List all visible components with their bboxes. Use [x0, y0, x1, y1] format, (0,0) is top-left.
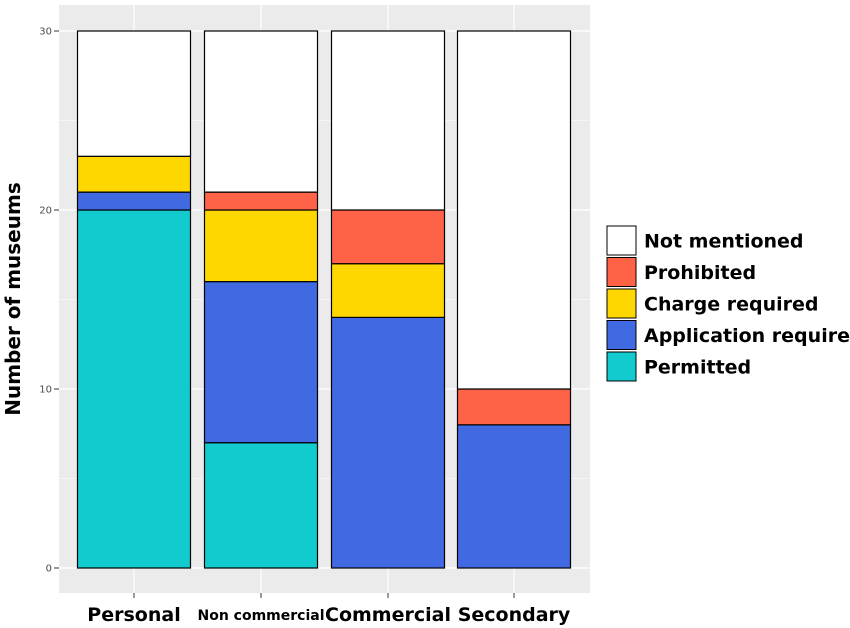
bars — [76, 30, 572, 569]
bar-segment-prohibited — [456, 388, 572, 426]
legend: Not mentioned Prohibited Charge required Ap… — [606, 225, 850, 382]
x-axis: Personal Non commercial Commercial Secondar… — [87, 593, 571, 626]
bar-segment-application-required — [203, 281, 319, 444]
bar-segment-application-required — [76, 191, 192, 211]
y-tick-label: 30 — [39, 27, 52, 38]
legend-label: Not mentioned — [644, 231, 804, 253]
legend-label: Charge required — [644, 294, 819, 316]
bar-segment-not-mentioned — [76, 30, 192, 157]
legend-label: Permitted — [644, 357, 751, 379]
bar-segment-not-mentioned — [456, 30, 572, 390]
legend-item-application-required: Application required — [606, 320, 850, 350]
y-tick-label: 10 — [39, 385, 52, 396]
bar-segment-permitted — [76, 209, 192, 569]
legend-label: Prohibited — [644, 262, 756, 284]
bar-stack-secondary — [456, 30, 572, 569]
legend-swatch — [606, 225, 637, 256]
bar-segment-application-required — [330, 316, 446, 569]
bar-segment-not-mentioned — [330, 30, 446, 211]
legend-swatch — [606, 288, 637, 319]
bar-stack-commercial — [330, 30, 446, 569]
legend-item-prohibited: Prohibited — [606, 257, 756, 287]
legend-swatch — [606, 320, 637, 350]
legend-swatch — [606, 257, 637, 287]
legend-swatch — [606, 351, 637, 382]
bar-segment-charge-required — [330, 263, 446, 319]
legend-item-charge-required: Charge required — [606, 288, 819, 319]
y-axis-label: Number of museums — [1, 182, 25, 415]
bar-segment-application-required — [456, 424, 572, 569]
legend-item-not-mentioned: Not mentioned — [606, 225, 804, 256]
x-tick-label-secondary: Secondary — [458, 604, 571, 626]
y-axis: 0 10 20 30 — [39, 27, 59, 575]
y-tick-label: 20 — [39, 206, 52, 217]
y-tick-label: 0 — [46, 564, 52, 575]
bar-stack-non-commercial — [203, 30, 319, 569]
bar-stack-personal — [76, 30, 192, 569]
legend-item-permitted: Permitted — [606, 351, 751, 382]
bar-segment-charge-required — [76, 155, 192, 193]
bar-segment-charge-required — [203, 209, 319, 283]
bar-segment-prohibited — [330, 209, 446, 265]
x-tick-label-non-commercial: Non commercial — [197, 608, 324, 624]
x-tick-label-personal: Personal — [87, 604, 180, 626]
x-tick-label-commercial: Commercial — [325, 604, 451, 626]
legend-label: Application required — [644, 325, 850, 347]
bar-segment-permitted — [203, 442, 319, 569]
bar-segment-not-mentioned — [203, 30, 319, 193]
bar-segment-prohibited — [203, 191, 319, 211]
